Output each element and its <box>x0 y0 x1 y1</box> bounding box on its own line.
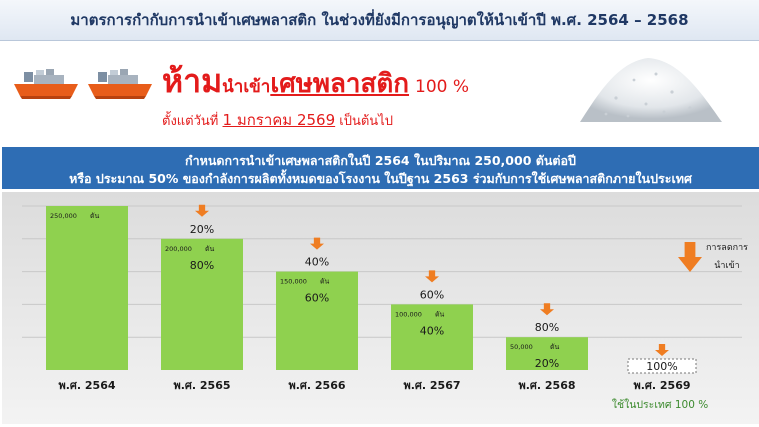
cargo-ship-icon <box>88 69 152 99</box>
cargo-ship-icon <box>14 69 78 99</box>
down-arrow-icon <box>655 344 669 356</box>
bar-unit-label: ตัน <box>435 310 445 318</box>
plastic-pellet-pile-image <box>580 58 722 122</box>
down-arrow-icon <box>425 270 439 283</box>
bar <box>506 337 588 370</box>
import-share-label: 60% <box>305 292 329 305</box>
ban-word-import: นำเข้า <box>222 77 271 97</box>
bar-unit-label: ตัน <box>90 212 100 220</box>
down-arrow-icon <box>195 204 209 217</box>
import-share-label: 80% <box>190 259 214 272</box>
category-label: พ.ศ. 2566 <box>288 379 345 392</box>
import-policy-banner: กำหนดการนำเข้าเศษพลาสติกในปี 2564 ในปริม… <box>2 147 759 189</box>
final-reduction-box <box>627 358 697 374</box>
title-band: มาตรการกำกับการนำเข้าเศษพลาสติก ในช่วงที… <box>0 0 759 41</box>
bar-value-label: 200,000 <box>165 245 192 253</box>
reduction-label: 20% <box>190 223 214 236</box>
legend-line-2: นำเข้า <box>714 260 740 271</box>
bar-value-label: 250,000 <box>50 212 77 220</box>
from-suffix: เป็นต้นไป <box>339 114 393 129</box>
ban-percent: 100 % <box>415 77 470 97</box>
chart-svg: 250,000 ตันพ.ศ. 2564 200,000 ตัน 80% 20% พ.ศ. … <box>22 204 748 411</box>
bar-value-label: 50,000 <box>510 343 533 351</box>
from-date: 1 มกราคม 2569 <box>222 111 336 129</box>
legend-line-1: การลดการ <box>706 243 748 253</box>
import-reduction-chart: 250,000 ตันพ.ศ. 2564 200,000 ตัน 80% 20% พ.ศ. … <box>2 192 759 424</box>
banner-line-2: หรือ ประมาณ 50% ของกำลังการผลิตทั้งหมดขอ… <box>69 171 692 186</box>
bar-unit-label: ตัน <box>550 343 560 351</box>
bar-unit-label: ตัน <box>320 278 330 286</box>
down-arrow-icon <box>310 237 324 250</box>
reduction-label: 60% <box>420 288 444 301</box>
ban-word-big: ห้าม <box>162 62 223 100</box>
category-label: พ.ศ. 2568 <box>518 379 575 392</box>
page-title: มาตรการกำกับการนำเข้าเศษพลาสติก ในช่วงที… <box>70 11 689 29</box>
bar <box>276 271 358 370</box>
down-arrow-icon <box>540 303 554 316</box>
ban-start-date: ตั้งแต่วันที่ 1 มกราคม 2569 เป็นต้นไป <box>162 108 393 132</box>
category-label: พ.ศ. 2564 <box>58 379 115 392</box>
bar <box>391 304 473 370</box>
reduction-label: 80% <box>535 321 559 334</box>
bar-value-label: 100,000 <box>395 310 422 318</box>
category-label: พ.ศ. 2565 <box>173 379 230 392</box>
import-share-label: 40% <box>420 324 444 337</box>
domestic-use-note: ใช้ในประเทศ 100 % <box>612 398 708 411</box>
reduction-label: 40% <box>305 256 329 269</box>
legend-arrow-icon <box>678 242 702 272</box>
banner-line-1: กำหนดการนำเข้าเศษพลาสติกในปี 2564 ในปริม… <box>185 153 576 168</box>
reduction-label: 100% <box>646 360 677 373</box>
ban-word-plastic: เศษพลาสติก <box>270 69 410 99</box>
category-label: พ.ศ. 2569 <box>633 379 690 392</box>
category-label: พ.ศ. 2567 <box>403 379 460 392</box>
bar-unit-label: ตัน <box>205 245 215 253</box>
import-share-label: 20% <box>535 357 559 370</box>
ban-headline: ห้ามนำเข้าเศษพลาสติก 100 % <box>162 56 469 107</box>
from-prefix: ตั้งแต่วันที่ <box>162 114 219 129</box>
bar <box>46 206 128 370</box>
bar-value-label: 150,000 <box>280 278 307 286</box>
bar <box>161 238 243 370</box>
